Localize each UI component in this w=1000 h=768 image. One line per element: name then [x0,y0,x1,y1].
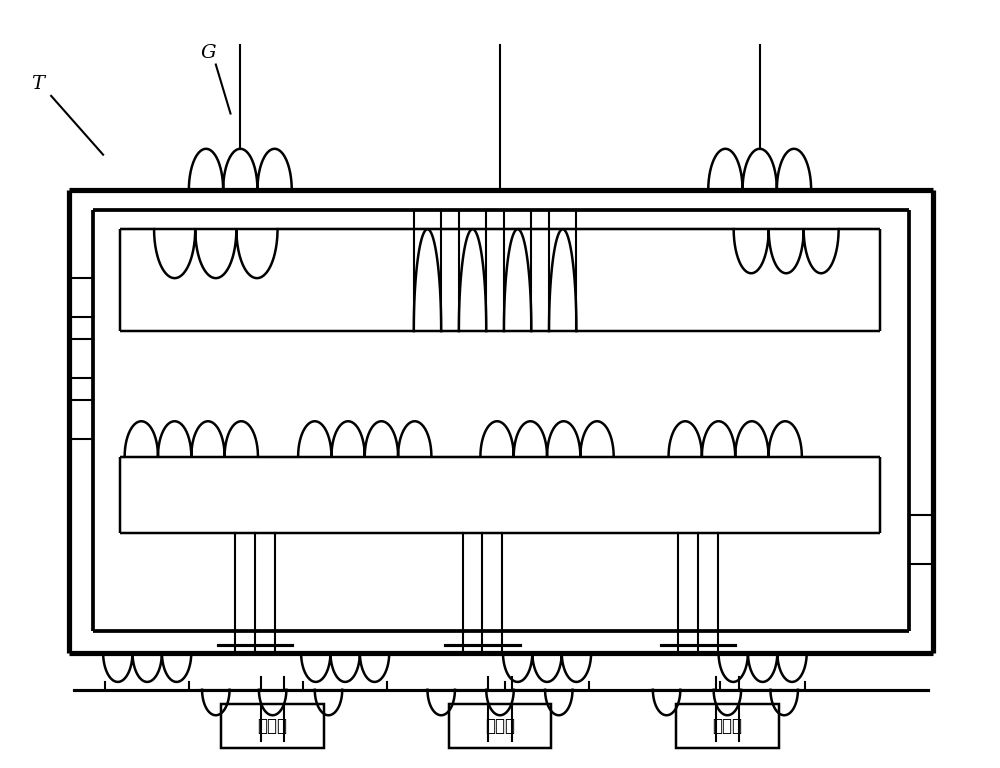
Text: 电源柜: 电源柜 [485,717,515,735]
Text: G: G [200,44,216,61]
FancyBboxPatch shape [221,704,324,747]
Text: 电源柜: 电源柜 [712,717,742,735]
FancyBboxPatch shape [676,704,779,747]
Text: 电源柜: 电源柜 [258,717,288,735]
FancyBboxPatch shape [449,704,551,747]
Text: T: T [31,75,44,93]
